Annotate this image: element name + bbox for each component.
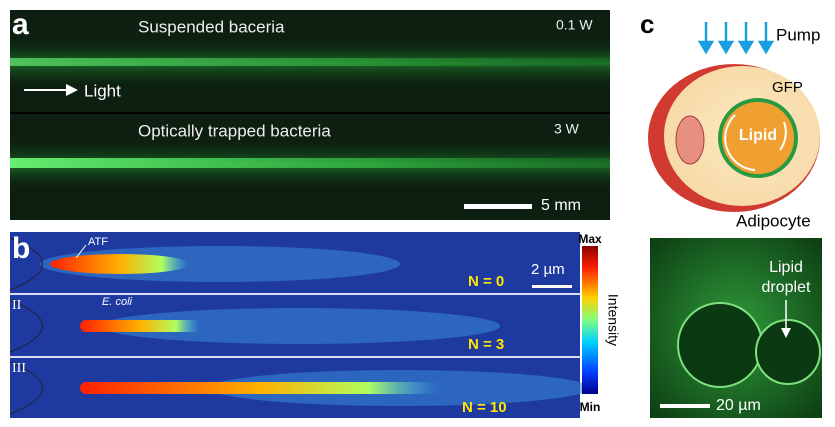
panel-label: c [640, 9, 654, 39]
gfp-label: GFP [772, 79, 803, 96]
bacteria-chain [80, 382, 440, 394]
scale-bar [464, 204, 532, 209]
beam [10, 158, 610, 168]
atf-label: ATF [88, 236, 108, 248]
n-label: N = 0 [468, 273, 504, 290]
pump-label: Pump [776, 25, 820, 44]
caption: Optically trapped bacteria [138, 121, 331, 140]
arrow-label: Light [84, 81, 121, 100]
pump-arrows [700, 22, 772, 52]
row-label: II [12, 298, 22, 313]
beam [10, 58, 610, 66]
panel-label: a [12, 8, 29, 41]
droplet-label: Lipid [769, 259, 803, 276]
scale-label: 5 mm [541, 197, 581, 214]
colorbar-min: Min [580, 400, 601, 414]
nucleus [676, 116, 704, 164]
cell-label: Adipocyte [736, 211, 811, 230]
scale-bar [660, 404, 710, 408]
divider [10, 112, 610, 114]
panel-b: b ATF 2 µm N = 0 II E. coli N = 3 III N … [10, 232, 621, 418]
n-label: N = 3 [468, 336, 504, 353]
annotation: E. coli [102, 296, 133, 308]
bacteria-chain [80, 320, 200, 332]
lipid-label: Lipid [739, 127, 777, 144]
droplet-label: droplet [762, 279, 811, 296]
panel-label: b [12, 232, 30, 265]
power: 3 W [554, 121, 580, 137]
panel-a: a Suspended baceria 0.1 W Light Opticall… [10, 8, 610, 220]
droplet [678, 303, 762, 387]
colorbar-title: Intensity [605, 294, 621, 346]
caption: Suspended baceria [138, 17, 285, 36]
panel-c: c Pump Lipid GFP Adipocyte Lipid droplet… [640, 9, 822, 418]
scale-bar [532, 285, 572, 288]
scale-label: 2 µm [531, 261, 565, 278]
divider [10, 293, 580, 295]
field-hot [50, 254, 190, 274]
n-label: N = 10 [462, 399, 507, 416]
divider [10, 356, 580, 358]
colorbar [582, 246, 598, 394]
power: 0.1 W [556, 17, 593, 33]
scale-label: 20 µm [716, 397, 761, 414]
colorbar-max: Max [578, 232, 602, 246]
figure: a Suspended baceria 0.1 W Light Opticall… [0, 0, 835, 422]
row-label: III [12, 361, 26, 376]
